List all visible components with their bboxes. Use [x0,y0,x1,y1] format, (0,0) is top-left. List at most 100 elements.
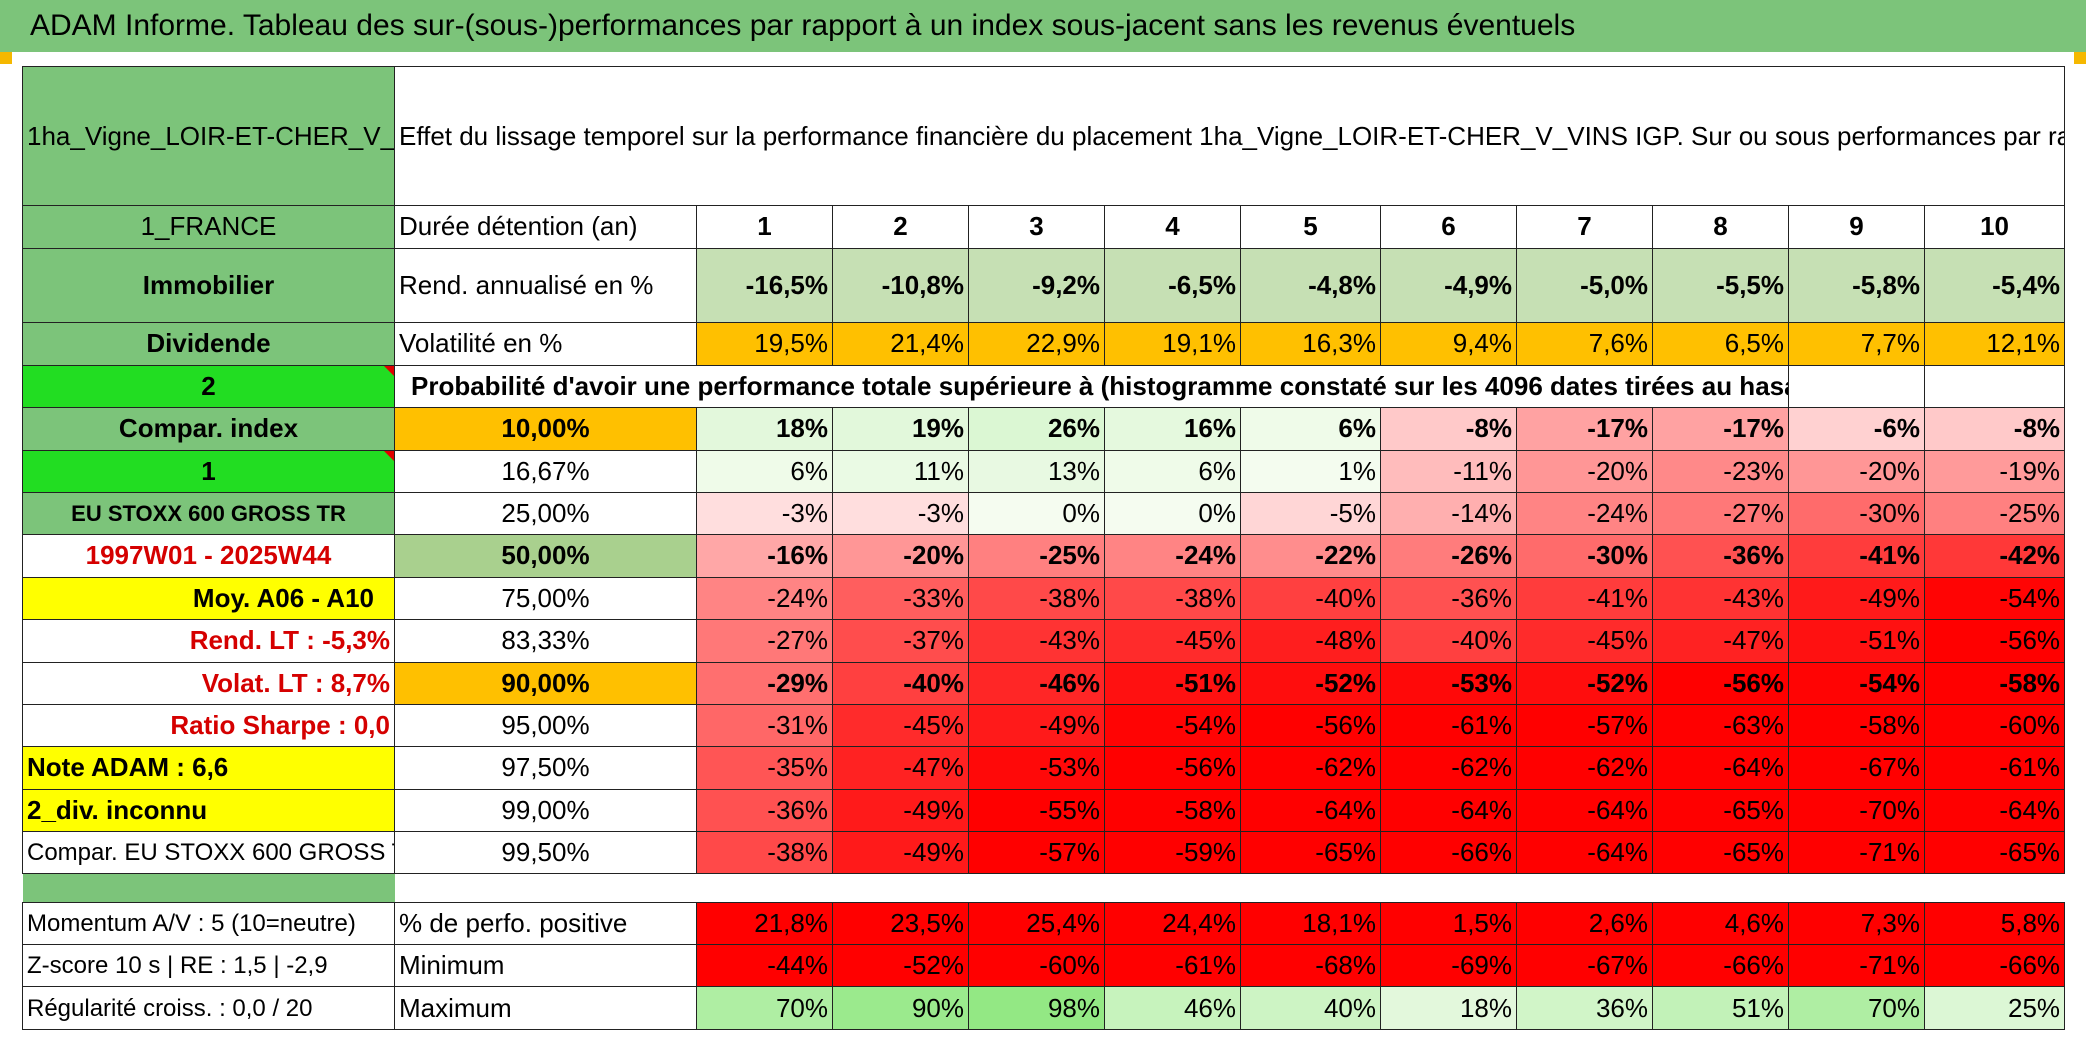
maximum-label: Maximum [394,986,697,1030]
quantile-cell: -64% [1240,788,1381,833]
positive-cell: 4,6% [1652,901,1789,946]
quantile-cell: -3% [696,491,833,536]
year-cell: 9 [1788,205,1925,249]
minimum-cell: -68% [1240,944,1381,988]
quantile-cell: -60% [1923,703,2066,748]
spacer-cell [22,873,395,903]
quantile-cell: 6% [1104,449,1241,493]
quantile-cell: -65% [1652,831,1789,875]
volatility-cell: 21,4% [832,322,969,366]
volatility-row: Dividende Volatilité en % 19,5% 21,4% 22… [22,322,2066,366]
quantile-cell: -45% [832,703,969,748]
quantile-cell: -54% [1788,661,1925,705]
quantile-cell: -58% [1923,661,2066,705]
maximum-cell: 18% [1380,986,1517,1030]
quantile-row: Note ADAM : 6,6 97,50% -35% -47% -53% -5… [22,746,2066,790]
quantile-row: Rend. LT : -5,3% 83,33% -27% -37% -43% -… [22,619,2066,663]
return-cell: -16,5% [696,247,833,324]
selector-two[interactable]: 2 [22,364,395,409]
minimum-cell: -66% [1652,944,1789,988]
rend-lt: Rend. LT : -5,3% [22,619,395,663]
quantile-cell: -61% [1380,703,1517,748]
positive-cell: 25,4% [968,901,1105,946]
quantile-cell: 1% [1240,449,1381,493]
quantile-cell: -43% [968,619,1105,663]
return-cell: -5,8% [1788,247,1925,324]
volatility-cell: 9,4% [1380,322,1517,366]
quantile-cell: -62% [1380,746,1517,790]
return-cell: -9,2% [968,247,1105,324]
quantile-cell: -52% [1240,661,1381,705]
year-cell: 1 [696,205,833,249]
quantile-cell: -36% [1652,534,1789,578]
minimum-label: Minimum [394,944,697,988]
positive-cell: 23,5% [832,901,969,946]
quantile-label: 16,67% [394,449,697,493]
minimum-cell: -52% [832,944,969,988]
quantile-cell: 0% [968,491,1105,536]
regularite: Régularité croiss. : 0,0 / 20 [22,986,395,1030]
quantile-cell: -30% [1788,491,1925,536]
header-row: 1ha_Vigne_LOIR-ET-CHER_V_VINS IGP Effet … [22,65,2066,207]
asset-name: 1ha_Vigne_LOIR-ET-CHER_V_VINS IGP [22,65,395,207]
quantile-cell: -58% [1788,703,1925,748]
maximum-row: Régularité croiss. : 0,0 / 20 Maximum 70… [22,986,2066,1030]
positive-row: Momentum A/V : 5 (10=neutre) % de perfo.… [22,901,2066,946]
quantile-cell: -8% [1923,407,2066,451]
compar-index: Compar. index [22,407,395,451]
volatility-label: Volatilité en % [394,322,697,366]
quantile-label: 83,33% [394,619,697,663]
quantile-cell: -20% [832,534,969,578]
minimum-cell: -71% [1788,944,1925,988]
minimum-cell: -66% [1923,944,2066,988]
selector-one[interactable]: 1 [22,449,395,493]
maximum-cell: 40% [1240,986,1381,1030]
quantile-cell: -56% [1240,703,1381,748]
quantile-label: 99,50% [394,831,697,875]
duration-label: Durée détention (an) [394,205,697,249]
quantile-cell: -26% [1380,534,1517,578]
maximum-cell: 70% [696,986,833,1030]
volat-lt: Volat. LT : 8,7% [22,661,395,705]
quantile-cell: -23% [1652,449,1789,493]
volatility-cell: 16,3% [1240,322,1381,366]
quantile-cell: -25% [968,534,1105,578]
returns-row: Immobilier Rend. annualisé en % -16,5% -… [22,247,2066,324]
quantile-cell: -58% [1104,788,1241,833]
year-cell: 7 [1516,205,1653,249]
quantile-cell: -20% [1516,449,1653,493]
quantile-cell: -11% [1380,449,1517,493]
quantile-cell: -45% [1104,619,1241,663]
index-name: EU STOXX 600 GROSS TR [22,491,395,536]
quantile-cell: -29% [696,661,833,705]
country: 1_FRANCE [22,205,395,249]
quantile-cell: -43% [1652,576,1789,621]
quantile-cell: -56% [1652,661,1789,705]
quantile-cell: 6% [1240,407,1381,451]
quantile-cell: -64% [1923,788,2066,833]
quantile-cell: -17% [1652,407,1789,451]
quantile-cell: -55% [968,788,1105,833]
quantile-cell: -61% [1923,746,2066,790]
maximum-cell: 25% [1923,986,2066,1030]
year-cell: 10 [1923,205,2066,249]
year-cell: 5 [1240,205,1381,249]
quantile-cell: 6% [696,449,833,493]
quantile-cell: -30% [1516,534,1653,578]
quantile-cell: -38% [968,576,1105,621]
quantile-cell: -38% [1104,576,1241,621]
corner-mark [2074,52,2086,64]
positive-cell: 21,8% [696,901,833,946]
description: Effet du lissage temporel sur la perform… [393,65,2066,207]
maximum-cell: 36% [1516,986,1653,1030]
quantile-row: 1 16,67% 6% 11% 13% 6% 1% -11% -20% -23%… [22,449,2066,493]
quantile-cell: -46% [968,661,1105,705]
note-adam: Note ADAM : 6,6 [22,746,395,790]
return-cell: -10,8% [832,247,969,324]
quantile-cell: -62% [1516,746,1653,790]
quantile-label: 99,00% [394,788,697,833]
quantile-cell: -47% [832,746,969,790]
quantile-label: 50,00% [394,534,697,578]
quantile-cell: -56% [1923,619,2066,663]
probability-title: Probabilité d'avoir une performance tota… [394,364,1789,409]
